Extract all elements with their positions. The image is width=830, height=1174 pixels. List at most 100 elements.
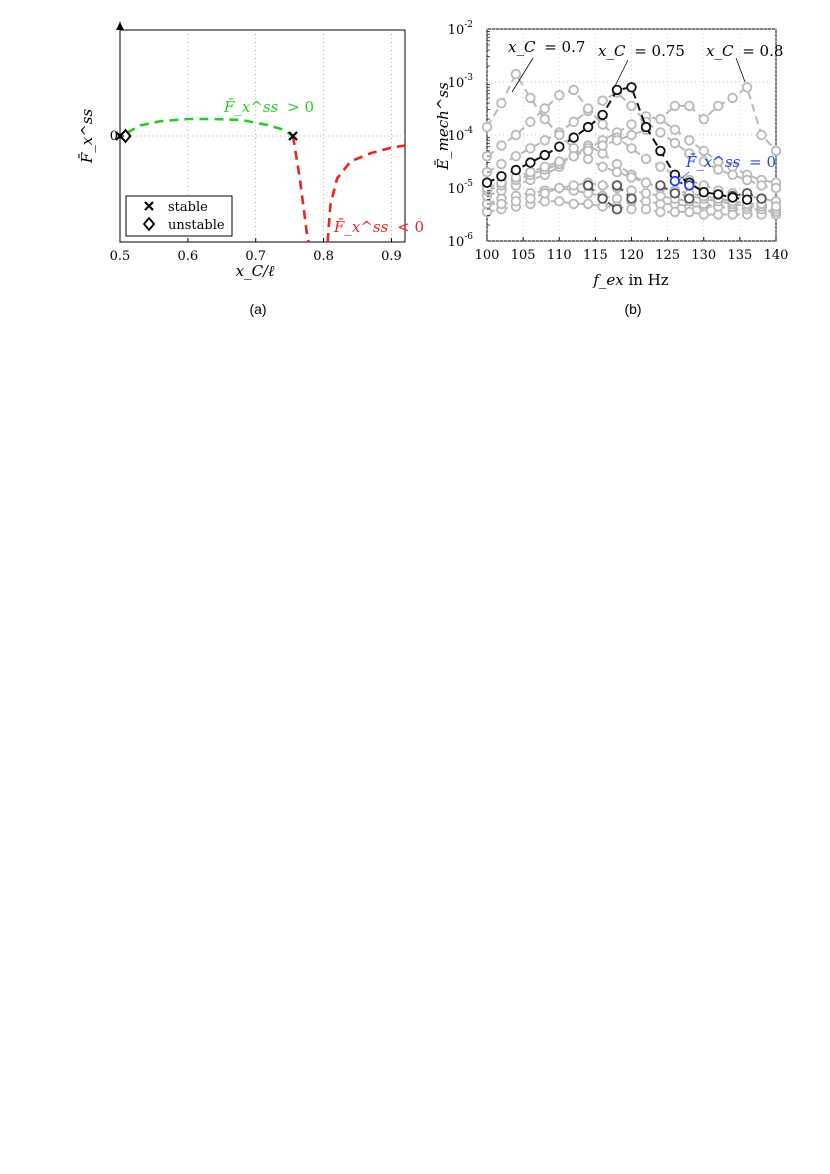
b-ytick-label: 10-6 — [448, 232, 474, 250]
b-point-13-17 — [727, 192, 738, 203]
panel-a-series — [126, 117, 406, 243]
b-point-8-17 — [727, 92, 738, 104]
b-point-13-15 — [698, 186, 710, 198]
b-point-6-7 — [582, 103, 594, 114]
panel-a-legend: stable unstable — [125, 195, 233, 237]
legend-unstable-label: unstable — [168, 218, 225, 233]
b-point-8-20 — [770, 145, 782, 157]
b-point-11-1 — [669, 188, 681, 199]
legend-box — [125, 195, 233, 237]
a-series-line-1 — [291, 135, 310, 243]
a-xtick-label: 0.5 — [110, 249, 131, 264]
panel-b: 100 105 110 115 120 125 130 135 140 10-2 10-3 10-4… — [434, 20, 788, 317]
b-point-5-15 — [698, 156, 710, 167]
b-point-13-11 — [640, 121, 652, 133]
annotation-xc-075-rel: = 0.75 — [634, 42, 685, 60]
b-xtick-label: 120 — [619, 248, 644, 263]
annotation-xc-08: x_C = 0.8 — [706, 42, 783, 83]
annotation-fx-zero-rel: = 0 — [749, 153, 776, 171]
b-point-13-16 — [713, 189, 724, 200]
b-point-2-2 — [510, 196, 522, 207]
b-point-8-18 — [741, 82, 753, 93]
a-stable-marker — [288, 131, 298, 141]
panel-a-y-ticks: 0 — [110, 129, 124, 144]
legend-stable-label: stable — [168, 200, 208, 215]
b-point-8-5 — [554, 156, 565, 167]
b-point-6-3 — [525, 116, 536, 128]
b-point-8-12 — [655, 113, 666, 125]
b-point-6-8 — [597, 119, 608, 130]
b-point-1-10 — [626, 203, 637, 215]
a-ytick-label: 0 — [110, 129, 118, 144]
b-point-8-6 — [568, 150, 579, 162]
b-point-5-20 — [770, 182, 782, 194]
annotation-xc-08-var: x_C — [706, 42, 734, 60]
annotation-xc-075-var: x_C — [598, 42, 626, 60]
b-point-13-0 — [481, 177, 493, 188]
b-point-8-15 — [698, 113, 710, 125]
b-point-5-3 — [525, 143, 536, 154]
b-point-7-8 — [597, 161, 608, 173]
b-point-5-2 — [510, 150, 522, 162]
b-point-8-16 — [713, 100, 724, 112]
svg-text:F̄_x^ss > 0: F̄_x^ss > 0 — [223, 98, 314, 116]
b-point-13-3 — [525, 157, 536, 168]
b-point-8-9 — [611, 135, 623, 146]
b-xtick-label: 105 — [511, 248, 536, 263]
b-point-5-19 — [756, 180, 767, 191]
b-point-4-14 — [684, 135, 695, 146]
b-point-1-7 — [582, 198, 594, 210]
b-point-13-6 — [568, 132, 579, 143]
b-point-7-11 — [640, 177, 652, 188]
b-point-2-4 — [539, 188, 551, 199]
annotation-xc-07-rel: = 0.7 — [544, 38, 585, 56]
b-point-1-12 — [655, 206, 666, 218]
svg-text:x_C = 0.8: x_C = 0.8 — [706, 42, 783, 60]
b-point-5-16 — [713, 164, 724, 175]
b-point-5-4 — [539, 135, 551, 146]
figure: 0.5 0.6 0.7 0.8 0.9 0 x_C/ℓ F̄_x^ss F̄_x^ss … — [78, 20, 788, 317]
a-xtick-label: 0.8 — [313, 249, 334, 264]
b-point-7-5 — [554, 129, 565, 141]
b-point-13-8 — [597, 109, 608, 121]
panel-a: 0.5 0.6 0.7 0.8 0.9 0 x_C/ℓ F̄_x^ss F̄_x^ss … — [78, 22, 424, 317]
b-point-2-1 — [496, 198, 507, 210]
b-point-13-1 — [496, 171, 507, 182]
b-point-12-2 — [756, 193, 767, 204]
b-point-13-4 — [539, 149, 551, 161]
annotation-red: F̄_x^ss < 0 — [333, 218, 424, 236]
b-point-5-10 — [626, 100, 637, 112]
b-point-1-6 — [568, 198, 579, 210]
b-point-10-1 — [626, 193, 637, 204]
b-point-13-9 — [611, 84, 623, 96]
annotation-xc-07: x_C = 0.7 — [508, 38, 585, 93]
b-ytick-label: 10-4 — [448, 126, 474, 144]
panel-a-xlabel: x_C/ℓ — [236, 262, 275, 280]
b-point-8-8 — [597, 140, 608, 151]
a-series-line-2 — [326, 144, 406, 243]
b-point-6-11 — [640, 153, 652, 165]
annotation-xc-07-var: x_C — [508, 38, 536, 56]
b-point-13-5 — [554, 141, 565, 152]
b-point-6-10 — [626, 143, 637, 154]
b-point-1-13 — [669, 206, 681, 218]
annotation-green: F̄_x^ss > 0 — [223, 98, 314, 116]
b-point-8-19 — [756, 129, 767, 141]
b-point-5-14 — [684, 148, 695, 159]
panel-b-xlabel-unit: in Hz — [624, 271, 669, 289]
b-point-5-13 — [669, 137, 681, 149]
a-xtick-label: 0.9 — [381, 249, 402, 264]
b-point-4-10 — [626, 119, 637, 130]
panel-b-xlabel-var: f_ex — [592, 271, 624, 289]
b-point-13-18 — [741, 194, 753, 205]
b-xtick-label: 100 — [475, 248, 500, 263]
b-point-2-5 — [554, 182, 565, 194]
b-point-7-1 — [496, 97, 507, 109]
b-point-1-11 — [640, 203, 652, 215]
b-point-13-10 — [626, 82, 637, 93]
b-point-5-17 — [727, 169, 738, 181]
b-point-11-2 — [684, 193, 695, 204]
b-point-7-0 — [481, 121, 493, 133]
annotation-fx-zero: F̄_x^ss = 0 — [677, 153, 776, 182]
b-point-8-10 — [626, 129, 637, 141]
